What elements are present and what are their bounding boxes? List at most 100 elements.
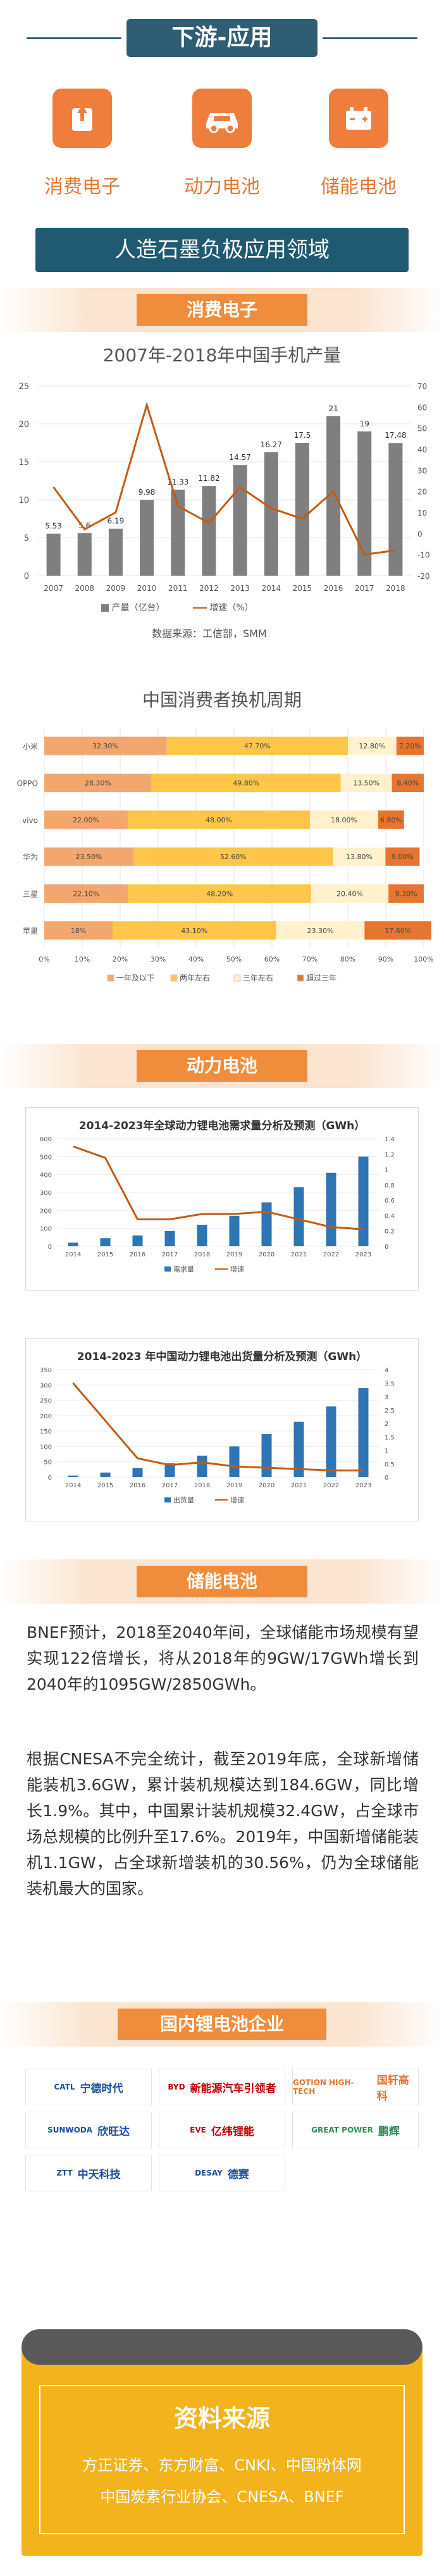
company-sub-label: ZTT: [56, 2169, 73, 2177]
sources-line-2: 中国炭素行业协会、CNESA、BNEF: [100, 2488, 344, 2506]
y2-tick-label: -10: [417, 551, 430, 560]
company-name: 宁德时代: [80, 2082, 123, 2095]
segment-label: 13.80%: [346, 853, 373, 861]
x-tick-label: 2021: [291, 1482, 307, 1489]
y-tick-label: 200: [40, 1413, 52, 1420]
data-label: 11.33: [167, 478, 188, 486]
category-label: OPPO: [17, 779, 38, 788]
bar: [46, 533, 61, 576]
segment-label: 43.10%: [181, 927, 207, 935]
x-tick-label: 2018: [194, 1482, 210, 1489]
stack-segment: [310, 810, 378, 829]
y2-tick-label: 40: [417, 445, 427, 454]
bar: [77, 533, 92, 576]
segment-label: 47.70%: [244, 742, 271, 750]
x-tick-label: 2019: [226, 1482, 242, 1489]
bar: [326, 1172, 336, 1246]
y-tick-label: 50: [44, 1459, 52, 1466]
x-tick-label: 70%: [302, 955, 318, 963]
segment-label: 9.30%: [395, 890, 417, 898]
y-tick-label: 200: [40, 1208, 52, 1215]
chart1-title: 2007年-2018年中国手机产量: [102, 345, 342, 366]
x-tick-label: 2008: [75, 584, 94, 593]
sources-box: 资料来源 方正证券、东方财富、CNKI、中国粉体网 中国炭素行业协会、CNESA…: [22, 2329, 422, 2556]
y-tick-label: 0: [24, 572, 29, 581]
data-label: 19: [360, 419, 369, 428]
segment-label: 20.40%: [336, 890, 363, 898]
company-sub-label: BYD: [168, 2083, 185, 2091]
bar: [261, 1202, 272, 1246]
company-name: 亿纬锂能: [211, 2125, 254, 2138]
stack-segment: [276, 921, 365, 940]
company-sub-label: EVE: [190, 2126, 206, 2134]
y2-tick-label: 2.5: [385, 1408, 395, 1415]
y-tick-label: 5: [24, 534, 29, 543]
segment-label: 7.20%: [399, 742, 421, 750]
y2-tick-label: 3.5: [385, 1380, 395, 1387]
legend-label-production: 产量（亿台）: [111, 603, 165, 613]
chart1-legend: 产量（亿台） 增速（%）: [101, 601, 444, 614]
legend-swatch-growth: [192, 607, 207, 609]
y-tick-label: 600: [40, 1136, 52, 1143]
company-sub-label: SUNWODA: [47, 2126, 93, 2134]
y2-tick-label: 3: [385, 1394, 388, 1401]
y2-tick-label: 1.5: [385, 1434, 395, 1441]
y2-tick-label: 1: [385, 1448, 388, 1455]
storage-paragraph-1: BNEF预计，2018至2040年间，全球储能市场规模有望实现122倍增长，将从…: [27, 1623, 419, 1694]
legend-label: 出货量: [173, 1495, 194, 1504]
stack-segment: [113, 921, 276, 940]
x-tick-label: 0%: [39, 955, 49, 963]
bar: [197, 1225, 207, 1246]
section-title-consumer: 消费电子: [137, 294, 307, 326]
bar: [108, 528, 123, 576]
app-label-storage: 储能电池: [321, 176, 397, 198]
chart1-source: 数据来源：工信部，SMM: [152, 628, 267, 640]
category-label: 小米: [23, 742, 38, 751]
legend-swatch-production: [101, 604, 109, 612]
x-tick-label: 2015: [97, 1251, 113, 1258]
y2-tick-label: 0: [417, 529, 422, 538]
y2-tick-label: 2: [385, 1421, 388, 1428]
data-label: 5.53: [45, 522, 62, 531]
company-name: 新能源汽车引领者: [190, 2082, 276, 2095]
segment-label: 8.40%: [397, 779, 419, 788]
x-tick-label: 80%: [340, 955, 355, 963]
china-shipment-chart: 0 50 100 150 200 250 300 350 0 0.5 1 1.5 2 2.5 3 3.5 4 20…: [40, 1367, 395, 1504]
y-tick-label: 500: [40, 1154, 52, 1161]
segment-label: 32.30%: [92, 742, 119, 750]
stack-segment: [348, 736, 397, 755]
stack-segment: [44, 810, 128, 829]
growth-line: [52, 401, 396, 556]
phone-icon: [52, 89, 112, 148]
category-label: 苹果: [23, 927, 38, 936]
x-tick-label: 2019: [226, 1251, 242, 1258]
company-logo-1: BYD 新能源汽车引领者: [159, 2069, 285, 2105]
segment-label: 48.00%: [206, 816, 232, 824]
stack-segment: [392, 773, 424, 793]
x-tick-label: 2018: [194, 1251, 210, 1258]
x-tick-label: 2015: [293, 584, 312, 593]
y-tick-label: 350: [40, 1367, 52, 1374]
bar: [229, 1446, 240, 1477]
stack-segment: [133, 847, 333, 866]
legend-swatch: [233, 974, 241, 982]
x-tick-label: 40%: [188, 955, 204, 963]
stack-segment: [44, 884, 128, 903]
x-tick-label: 2023: [355, 1482, 371, 1489]
bar: [229, 1215, 240, 1246]
bar: [197, 1456, 207, 1477]
x-tick-label: 2022: [323, 1482, 339, 1489]
bar: [140, 500, 154, 576]
bar: [388, 443, 403, 576]
y2-tick-label: 0.6: [385, 1198, 395, 1204]
x-tick-label: 2016: [130, 1482, 145, 1489]
data-label: 11.82: [198, 474, 219, 483]
segment-label: 49.80%: [233, 779, 259, 788]
data-label: 9.98: [139, 488, 156, 497]
y2-tick-label: 1.2: [385, 1151, 395, 1158]
legend-swatch: [170, 974, 178, 982]
data-label: 16.27: [261, 440, 282, 449]
stack-segment: [396, 736, 424, 755]
segment-label: 22.10%: [73, 890, 99, 898]
x-tick-label: 2020: [259, 1251, 274, 1258]
